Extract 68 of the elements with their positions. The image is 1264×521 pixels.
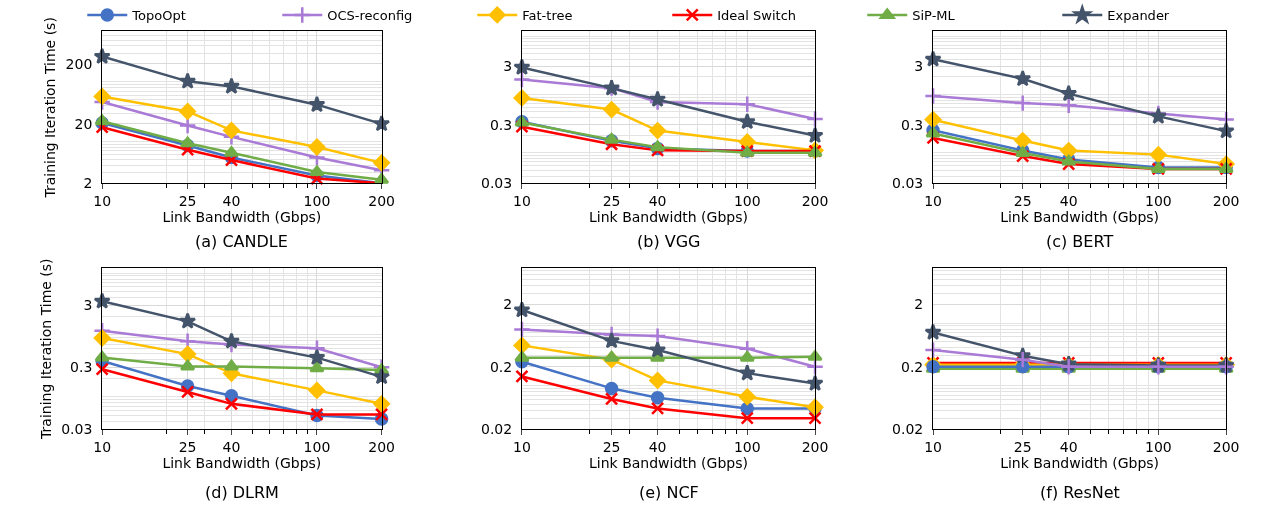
x-tick-label: 10 xyxy=(924,438,942,455)
y-tick-label: 3 xyxy=(914,58,924,75)
x-tick-label: 40 xyxy=(1059,193,1078,210)
x-tick-label: 40 xyxy=(648,193,667,210)
x-tick-label: 100 xyxy=(1144,438,1172,455)
x-tick-label: 10 xyxy=(513,438,531,455)
x-tick-label: 25 xyxy=(602,193,621,210)
y-axis-title: Training Iteration Time (s) xyxy=(37,258,54,440)
x-tick-label: 100 xyxy=(733,193,761,210)
legend-label: SiP-ML xyxy=(912,8,956,24)
y-tick-label: 2 xyxy=(914,296,924,313)
x-tick-label: 25 xyxy=(178,438,197,455)
y-tick-label: 0.2 xyxy=(900,358,924,375)
y-tick-label: 0.02 xyxy=(892,421,924,438)
y-tick-label: 0.02 xyxy=(480,421,513,438)
y-tick-label: 3 xyxy=(503,58,513,75)
x-tick-label: 100 xyxy=(303,193,331,210)
x-tick-label: 100 xyxy=(303,438,331,455)
legend-label: Expander xyxy=(1107,8,1170,24)
x-axis-title: Link Bandwidth (Gbps) xyxy=(1000,209,1160,226)
x-tick-label: 40 xyxy=(1059,438,1078,455)
x-tick-label: 10 xyxy=(924,193,942,210)
x-tick-label: 200 xyxy=(368,438,395,455)
y-tick-label: 0.03 xyxy=(61,421,93,438)
y-tick-label: 0.2 xyxy=(489,358,513,375)
y-axis-title: Training Iteration Time (s) xyxy=(42,17,59,199)
x-axis-title: Link Bandwidth (Gbps) xyxy=(589,209,748,226)
x-tick-label: 100 xyxy=(733,438,761,455)
x-tick-label: 25 xyxy=(1013,438,1032,455)
y-tick-label: 2 xyxy=(83,175,93,192)
y-tick-label: 0.03 xyxy=(892,175,924,192)
text: (e) NCF xyxy=(639,483,699,502)
text: (d) DLRM xyxy=(205,483,279,502)
x-tick-label: 10 xyxy=(93,193,112,210)
x-tick-label: 25 xyxy=(1013,193,1032,210)
x-axis-title: Link Bandwidth (Gbps) xyxy=(162,209,322,226)
y-tick-label: 200 xyxy=(65,55,93,72)
x-axis-title: Link Bandwidth (Gbps) xyxy=(589,454,748,471)
x-tick-label: 200 xyxy=(1212,193,1240,210)
legend-label: OCS-reconfig xyxy=(327,8,413,24)
x-tick-label: 40 xyxy=(222,438,241,455)
x-tick-label: 200 xyxy=(368,193,395,210)
x-tick-label: 200 xyxy=(801,193,829,210)
y-tick-label: 0.03 xyxy=(480,175,513,192)
x-tick-label: 40 xyxy=(222,193,241,210)
x-tick-label: 10 xyxy=(93,438,112,455)
y-tick-label: 0.3 xyxy=(489,116,513,133)
x-tick-label: 40 xyxy=(648,438,667,455)
y-tick-label: 2 xyxy=(503,296,513,313)
x-axis-title: Link Bandwidth (Gbps) xyxy=(162,454,322,471)
x-tick-label: 100 xyxy=(1144,193,1172,210)
legend-label: Ideal Switch xyxy=(717,8,797,24)
x-tick-label: 10 xyxy=(513,193,531,210)
y-tick-label: 0.3 xyxy=(70,359,93,376)
y-tick-label: 20 xyxy=(74,115,93,132)
x-tick-label: 25 xyxy=(602,438,621,455)
legend-label: TopoOpt xyxy=(131,8,186,24)
x-axis-title: Link Bandwidth (Gbps) xyxy=(1000,454,1160,471)
text: (b) VGG xyxy=(637,232,701,251)
y-tick-label: 0.3 xyxy=(900,116,924,133)
text: (f) ResNet xyxy=(1040,483,1120,502)
x-tick-label: 25 xyxy=(178,193,197,210)
y-tick-label: 3 xyxy=(83,297,93,314)
x-tick-label: 200 xyxy=(801,438,829,455)
text: (c) BERT xyxy=(1046,232,1114,251)
text: (a) CANDLE xyxy=(195,232,288,251)
legend-label: Fat-tree xyxy=(522,8,573,24)
x-tick-label: 200 xyxy=(1212,438,1240,455)
